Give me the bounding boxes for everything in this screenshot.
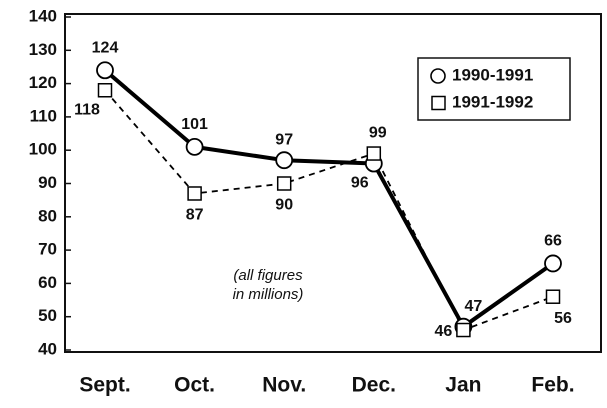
point (456, 322, 471, 338)
data-label: 66 (544, 233, 562, 250)
x-tick-label: Nov. (262, 374, 306, 397)
data-label: 47 (465, 298, 483, 315)
x-tick-label: Feb. (531, 374, 574, 397)
y-tick-label: 120 (29, 73, 57, 92)
y-tick-label: 50 (38, 306, 57, 325)
point (276, 176, 292, 191)
point (545, 289, 561, 304)
y-tick-label: 110 (30, 106, 57, 125)
y-tick-label: 90 (38, 173, 57, 192)
data-label: 46 (435, 323, 453, 340)
data-label: 90 (275, 197, 293, 214)
x-tick-label: Oct. (174, 374, 215, 397)
data-label: 56 (554, 310, 572, 327)
annotation: in millions) (233, 286, 304, 303)
data-label: 97 (275, 131, 293, 148)
y-tick-label: 100 (29, 140, 57, 159)
point (97, 83, 113, 98)
x-tick-label: Sept. (79, 374, 130, 397)
legend-label: 1990-1991 (452, 65, 533, 84)
data-label: 96 (351, 175, 369, 192)
point (366, 146, 382, 161)
data-label: 101 (181, 116, 208, 133)
series-line (104, 89, 554, 331)
point (185, 137, 204, 156)
legend-label: 1991-1992 (452, 92, 533, 111)
point (275, 151, 294, 170)
data-label: 87 (186, 207, 204, 224)
data-label: 99 (369, 125, 387, 142)
series-line (103, 68, 555, 329)
point (187, 186, 202, 201)
x-tick-label: Dec. (352, 374, 396, 397)
y-tick-label: 140 (29, 6, 57, 25)
data-label: 118 (74, 101, 100, 118)
x-tick-label: Jan (445, 374, 481, 397)
y-tick-label: 80 (38, 206, 57, 225)
legend-marker (431, 95, 446, 111)
point (96, 61, 114, 80)
point (544, 254, 562, 273)
y-tick-label: 70 (38, 240, 57, 259)
data-label: 124 (92, 39, 119, 56)
annotation: (all figures (233, 267, 303, 284)
y-tick-label: 60 (38, 273, 57, 292)
y-tick-label: 40 (38, 339, 57, 358)
y-tick-label: 130 (29, 40, 57, 59)
legend-marker (430, 68, 446, 84)
